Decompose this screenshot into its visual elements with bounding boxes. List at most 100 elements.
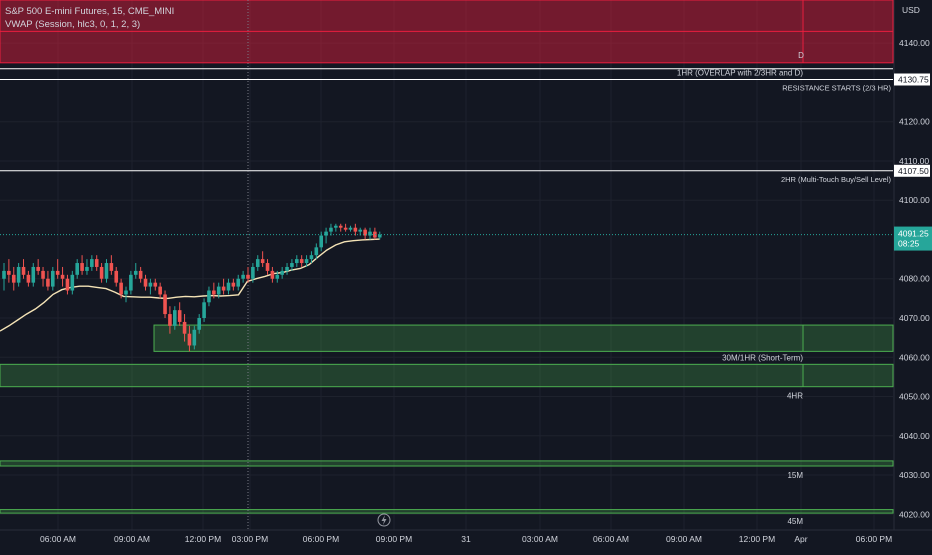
candle-body[interactable]: [26, 274, 31, 283]
candle-body[interactable]: [343, 227, 348, 230]
candle-body[interactable]: [295, 259, 299, 264]
candle-body[interactable]: [158, 286, 162, 295]
indicator-title[interactable]: VWAP (Session, hlc3, 0, 1, 2, 3): [5, 19, 141, 30]
candle-body[interactable]: [60, 274, 65, 279]
candle-body[interactable]: [309, 255, 314, 260]
candle-body[interactable]: [182, 321, 187, 334]
level-price-tag[interactable]: [894, 73, 930, 86]
support-zone[interactable]: [0, 509, 894, 514]
candle-body[interactable]: [368, 231, 372, 236]
last-price-tag[interactable]: [894, 226, 932, 251]
candle-body[interactable]: [65, 278, 70, 291]
candle-body[interactable]: [173, 310, 177, 326]
candle-body[interactable]: [251, 266, 255, 279]
candle-body[interactable]: [358, 229, 363, 232]
candle-body[interactable]: [104, 263, 109, 279]
candle-body[interactable]: [221, 286, 226, 291]
candle-body[interactable]: [16, 266, 21, 283]
candle-body[interactable]: [119, 282, 123, 295]
candle-body[interactable]: [148, 282, 153, 287]
candle-body[interactable]: [114, 270, 119, 283]
candle-body[interactable]: [304, 259, 309, 264]
candle-body[interactable]: [153, 282, 158, 287]
candle-body[interactable]: [377, 234, 382, 238]
candle-body[interactable]: [85, 266, 89, 271]
candle-body[interactable]: [138, 270, 143, 279]
candle-body[interactable]: [226, 282, 231, 291]
candle-body[interactable]: [275, 274, 280, 279]
support-zone[interactable]: [0, 460, 894, 467]
candle-body[interactable]: [285, 266, 289, 271]
support-zone[interactable]: [153, 324, 894, 352]
candle-body[interactable]: [260, 259, 265, 264]
level-label: RESISTANCE STARTS (2/3 HR): [782, 84, 891, 93]
candle-body[interactable]: [363, 229, 367, 236]
level-price-tag[interactable]: [894, 164, 930, 177]
price-tick-label: 4060.00: [899, 352, 930, 362]
candle-body[interactable]: [80, 263, 84, 271]
candle-body[interactable]: [246, 274, 250, 279]
candle-body[interactable]: [187, 333, 192, 346]
candle-body[interactable]: [177, 310, 182, 322]
candle-body[interactable]: [265, 263, 270, 271]
candle-body[interactable]: [270, 270, 275, 279]
candle-body[interactable]: [109, 263, 114, 271]
candle-body[interactable]: [143, 278, 148, 287]
candle-body[interactable]: [124, 290, 128, 295]
candle-body[interactable]: [236, 278, 241, 287]
zone-label: 30M/1HR (Short-Term): [722, 353, 803, 362]
candle-body[interactable]: [94, 259, 99, 267]
time-tick-label: 06:00 PM: [856, 534, 892, 544]
candle-body[interactable]: [299, 259, 304, 264]
time-axis-background: [0, 530, 932, 550]
candle-body[interactable]: [197, 318, 201, 330]
lightning-icon[interactable]: [377, 513, 391, 527]
candle-body[interactable]: [314, 247, 319, 256]
candle-body[interactable]: [11, 274, 16, 283]
candle-body[interactable]: [21, 266, 26, 275]
candle-body[interactable]: [51, 270, 55, 287]
candle-body[interactable]: [290, 263, 294, 267]
level-price-tag-text: 4107.50: [898, 166, 929, 176]
candle-body[interactable]: [324, 231, 328, 236]
candle-body[interactable]: [334, 225, 338, 228]
candle-body[interactable]: [168, 314, 172, 326]
symbol-title[interactable]: S&P 500 E-mini Futures, 15, CME_MINI: [5, 6, 175, 17]
candle-body[interactable]: [329, 227, 333, 232]
candle-body[interactable]: [202, 302, 206, 318]
candle-body[interactable]: [7, 270, 11, 275]
level-label: 2HR (Multi-Touch Buy/Sell Level): [781, 175, 892, 184]
candle-body[interactable]: [2, 270, 6, 279]
candle-body[interactable]: [338, 225, 343, 228]
candle-body[interactable]: [129, 274, 133, 291]
candle-body[interactable]: [216, 286, 221, 295]
candle-body[interactable]: [41, 270, 45, 279]
candle-body[interactable]: [241, 274, 245, 279]
candle-body[interactable]: [163, 294, 167, 315]
candle-body[interactable]: [70, 274, 75, 291]
candle-body[interactable]: [280, 270, 284, 275]
time-tick-label: 06:00 AM: [40, 534, 76, 544]
support-zone[interactable]: [0, 363, 894, 388]
candle-body[interactable]: [353, 227, 358, 232]
candle-body[interactable]: [373, 231, 377, 238]
candle-body[interactable]: [31, 266, 36, 283]
candle-body[interactable]: [99, 266, 104, 279]
candle-body[interactable]: [46, 278, 50, 287]
candle-body[interactable]: [192, 329, 197, 346]
candle-body[interactable]: [55, 270, 60, 275]
candle-body[interactable]: [348, 227, 353, 230]
price-axis-background: [894, 0, 932, 550]
candle-body[interactable]: [36, 266, 40, 271]
candle-body[interactable]: [133, 270, 138, 275]
time-tick-label: 06:00 AM: [593, 534, 629, 544]
candle-body[interactable]: [231, 282, 236, 287]
candle-body[interactable]: [212, 290, 216, 295]
candle-body[interactable]: [255, 259, 260, 267]
candle-body[interactable]: [75, 263, 79, 275]
candle-body[interactable]: [207, 290, 211, 303]
candle-body[interactable]: [319, 235, 323, 248]
candle-body[interactable]: [90, 259, 94, 267]
